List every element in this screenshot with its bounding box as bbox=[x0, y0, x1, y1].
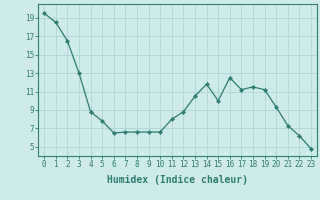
X-axis label: Humidex (Indice chaleur): Humidex (Indice chaleur) bbox=[107, 175, 248, 185]
